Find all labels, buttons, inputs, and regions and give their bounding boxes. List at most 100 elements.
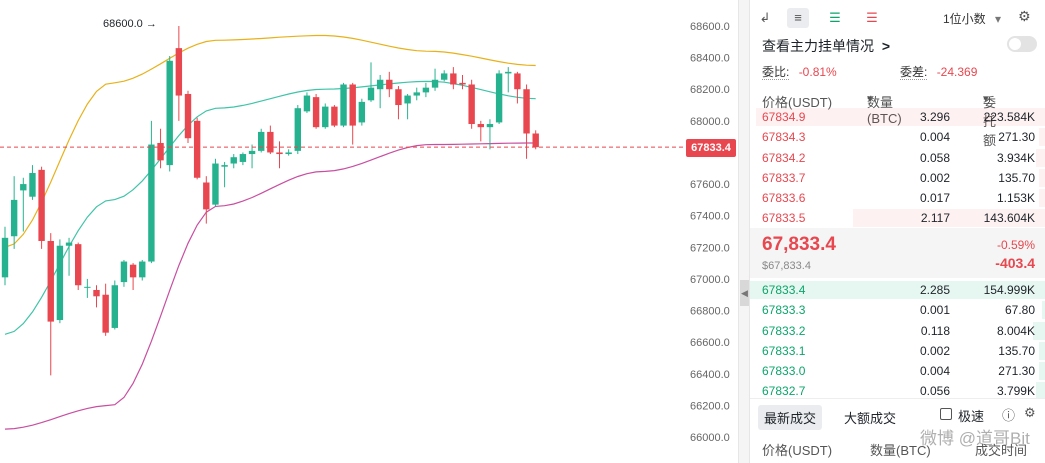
- candle-down[interactable]: [349, 84, 356, 126]
- candle-up[interactable]: [358, 101, 366, 123]
- y-tick-label: 67600.0: [690, 179, 730, 191]
- candle-down[interactable]: [129, 264, 137, 278]
- candle-down[interactable]: [38, 169, 45, 241]
- y-tick-label: 66600.0: [690, 337, 730, 349]
- info-icon[interactable]: ⓘ: [1002, 408, 1016, 423]
- candle-down[interactable]: [514, 73, 521, 90]
- candle-up[interactable]: [120, 261, 128, 283]
- ask-row[interactable]: 67834.9 3.296 223.584K: [750, 107, 1045, 127]
- candle-up[interactable]: [148, 144, 155, 262]
- gear-icon[interactable]: ⚙: [1018, 8, 1031, 24]
- candle-down[interactable]: [459, 82, 466, 85]
- candlestick-chart[interactable]: 68600.068400.068200.068000.067800.067600…: [0, 0, 738, 463]
- candle-up[interactable]: [413, 92, 420, 96]
- max-price-label: 68600.0 →: [103, 18, 157, 30]
- y-tick-label: 66800.0: [690, 306, 730, 318]
- candle-down[interactable]: [193, 120, 201, 178]
- candle-up[interactable]: [84, 286, 91, 288]
- candle-up[interactable]: [248, 150, 256, 155]
- candle-up[interactable]: [221, 165, 228, 167]
- candle-down[interactable]: [477, 124, 484, 128]
- candle-up[interactable]: [495, 73, 503, 123]
- ask-row[interactable]: 67833.5 2.117 143.604K: [750, 208, 1045, 228]
- back-icon[interactable]: ↲: [759, 10, 771, 25]
- gear-icon[interactable]: ⚙: [1024, 405, 1036, 420]
- candle-up[interactable]: [367, 87, 375, 101]
- main-orders-link[interactable]: 查看主力挂单情况 >: [762, 36, 890, 56]
- candle-up[interactable]: [212, 163, 219, 205]
- fast-mode-checkbox[interactable]: [940, 408, 952, 420]
- candle-down[interactable]: [47, 240, 54, 322]
- candle-down[interactable]: [331, 106, 338, 126]
- candle-down[interactable]: [175, 48, 183, 96]
- bid-row[interactable]: 67833.4 2.285 154.999K: [750, 280, 1045, 300]
- depth-bar: [1039, 168, 1045, 187]
- candle-up[interactable]: [10, 199, 18, 237]
- candle-up[interactable]: [294, 108, 301, 151]
- candle-down[interactable]: [157, 142, 164, 161]
- candle-down[interactable]: [523, 89, 530, 134]
- ask-row[interactable]: 67834.2 0.058 3.934K: [750, 148, 1045, 168]
- bid-row[interactable]: 67833.2 0.118 8.004K: [750, 321, 1045, 341]
- candle-up[interactable]: [340, 84, 347, 126]
- candle-up[interactable]: [404, 95, 411, 104]
- candle-up[interactable]: [376, 79, 384, 90]
- candle-up[interactable]: [166, 60, 173, 166]
- price-chart[interactable]: 68600.068400.068200.068000.067800.067600…: [0, 0, 738, 463]
- candle-up[interactable]: [111, 285, 118, 328]
- ask-row[interactable]: 67834.3 0.004 271.30: [750, 127, 1045, 147]
- ask-row[interactable]: 67833.6 0.017 1.153K: [750, 188, 1045, 208]
- bids-view-icon[interactable]: ☰: [829, 10, 841, 25]
- candle-down[interactable]: [386, 79, 393, 90]
- bid-row[interactable]: 67833.1 0.002 135.70: [750, 341, 1045, 361]
- candle-up[interactable]: [65, 242, 73, 246]
- candle-up[interactable]: [258, 131, 265, 151]
- candle-down[interactable]: [276, 152, 283, 155]
- candle-down[interactable]: [93, 289, 100, 297]
- depth-bar: [1036, 148, 1045, 167]
- main-orders-toggle[interactable]: [1007, 36, 1037, 52]
- candle-up[interactable]: [422, 87, 430, 93]
- candle-down[interactable]: [102, 294, 109, 333]
- decimal-select[interactable]: 1位小数 ▾: [943, 10, 1001, 27]
- bid-row[interactable]: 67833.0 0.004 271.30: [750, 361, 1045, 381]
- candle-up[interactable]: [441, 73, 448, 80]
- candle-up[interactable]: [56, 245, 64, 321]
- asks-view-icon[interactable]: ☰: [866, 10, 878, 25]
- candle-down[interactable]: [184, 93, 192, 139]
- candle-up[interactable]: [139, 261, 146, 278]
- candle-up[interactable]: [230, 157, 237, 164]
- candle-down[interactable]: [203, 182, 210, 210]
- collapse-handle-icon[interactable]: ◀: [740, 280, 749, 306]
- ask-row[interactable]: 67833.7 0.002 135.70: [750, 168, 1045, 188]
- candle-down[interactable]: [532, 133, 539, 148]
- tab-large-trades[interactable]: 大额成交: [844, 411, 897, 426]
- ask-qty: 0.004: [919, 130, 950, 145]
- candle-up[interactable]: [431, 79, 439, 88]
- candle-up[interactable]: [285, 152, 292, 155]
- candle-up[interactable]: [486, 124, 494, 128]
- candle-down[interactable]: [267, 131, 274, 153]
- both-sides-view-icon[interactable]: ≡: [787, 8, 809, 28]
- candle-down[interactable]: [468, 84, 475, 125]
- diff-value: -24.369: [936, 65, 978, 79]
- candle-down[interactable]: [450, 73, 457, 85]
- panel-splitter[interactable]: ◀: [738, 0, 750, 463]
- candle-up[interactable]: [303, 95, 311, 112]
- bid-price: 67832.7: [762, 384, 806, 399]
- bid-row[interactable]: 67833.3 0.001 67.80: [750, 300, 1045, 320]
- ask-price: 67834.2: [762, 150, 806, 165]
- candle-down[interactable]: [75, 244, 82, 286]
- candle-down[interactable]: [312, 97, 320, 128]
- candle-up[interactable]: [20, 184, 27, 191]
- candle-up[interactable]: [1, 237, 9, 278]
- candle-up[interactable]: [29, 173, 36, 197]
- candle-up[interactable]: [322, 106, 329, 128]
- y-tick-label: 67400.0: [690, 211, 730, 223]
- tab-latest-trades[interactable]: 最新成交: [758, 405, 823, 430]
- candle-up[interactable]: [505, 71, 512, 74]
- candle-down[interactable]: [395, 89, 402, 106]
- change-percent: -0.59%: [996, 238, 1035, 252]
- candle-up[interactable]: [239, 154, 247, 162]
- bid-row[interactable]: 67832.7 0.056 3.799K: [750, 381, 1045, 401]
